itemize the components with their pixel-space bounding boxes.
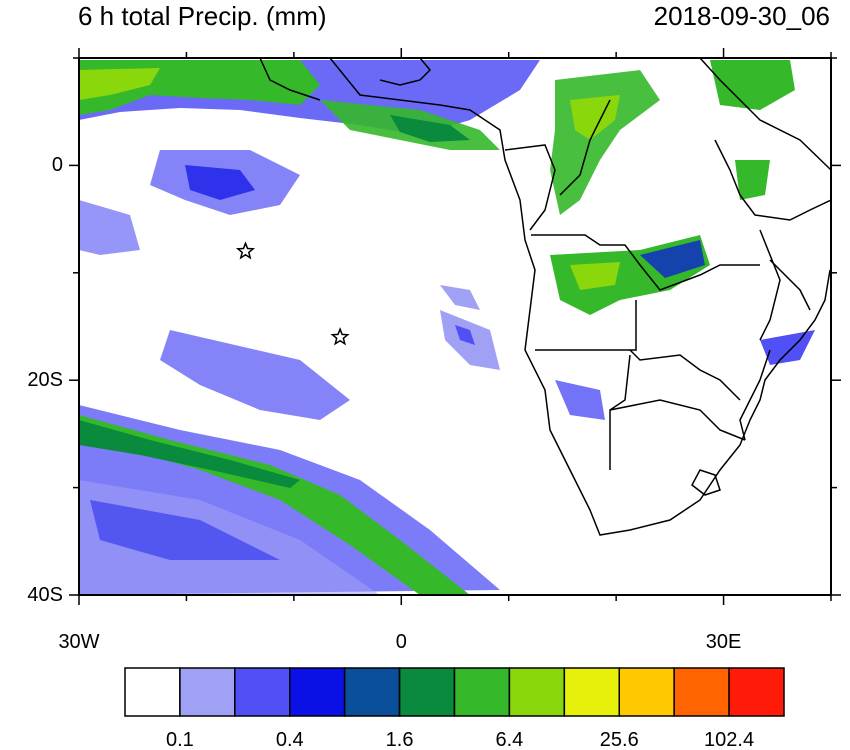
colorbar-swatch	[398, 667, 456, 717]
colorbar-swatch	[343, 667, 401, 717]
colorbar-swatch	[179, 667, 236, 717]
land-outlines	[259, 58, 831, 536]
axis-ticks	[69, 48, 841, 605]
colorbar-swatch	[728, 667, 785, 717]
colorbar-label: 0.1	[166, 729, 194, 750]
colorbar-swatch	[563, 667, 620, 717]
lat-tick-label: 40S	[27, 584, 63, 606]
star-marker	[235, 241, 256, 260]
station-markers	[235, 241, 350, 346]
map-frame	[78, 57, 832, 596]
lon-tick-label: 30E	[705, 631, 742, 653]
lon-tick-label: 30W	[58, 631, 100, 653]
lat-tick-label: 0	[51, 154, 63, 177]
star-marker	[330, 327, 350, 346]
colorbar-label: 1.6	[386, 729, 414, 750]
colorbar-label: 6.4	[496, 729, 524, 750]
lon-tick-label: 0	[395, 631, 407, 653]
valid-time: 2018-09-30_06	[653, 1, 830, 31]
colorbar-label: 102.4	[704, 729, 754, 750]
colorbar-swatch	[673, 667, 730, 717]
map-title: 6 h total Precip. (mm)	[78, 1, 327, 31]
colorbar-swatch	[289, 667, 346, 717]
precip-field	[79, 58, 831, 595]
colorbar-swatch	[618, 667, 675, 717]
colorbar-label: 25.6	[600, 729, 639, 750]
lat-tick-label: 20S	[27, 369, 63, 392]
colorbar: 0.1 0.4 1.6 6.4 25.6 102.4	[124, 667, 785, 750]
colorbar-swatch	[124, 667, 181, 717]
colorbar-swatch	[453, 667, 511, 717]
colorbar-label: 0.4	[276, 729, 304, 750]
colorbar-swatch	[234, 667, 291, 717]
colorbar-swatch	[508, 667, 566, 717]
